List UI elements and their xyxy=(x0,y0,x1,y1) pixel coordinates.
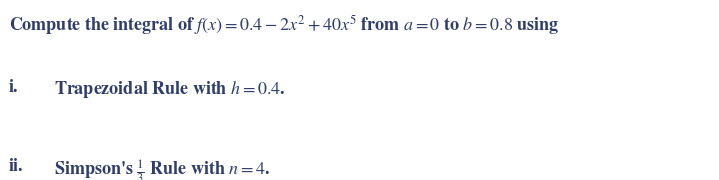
Text: Simpson's $\frac{1}{3}$ Rule with $n = 4$.: Simpson's $\frac{1}{3}$ Rule with $n = 4… xyxy=(54,158,270,180)
Text: i.: i. xyxy=(9,79,18,96)
Text: Trapezoidal Rule with $h = 0.4$.: Trapezoidal Rule with $h = 0.4$. xyxy=(54,79,285,100)
Text: Compute the integral of $f(x) = 0.4 - 2x^2 + 40x^5$ from $a = 0$ to $b = 0.8$ us: Compute the integral of $f(x) = 0.4 - 2x… xyxy=(9,13,559,37)
Text: ii.: ii. xyxy=(9,158,23,175)
